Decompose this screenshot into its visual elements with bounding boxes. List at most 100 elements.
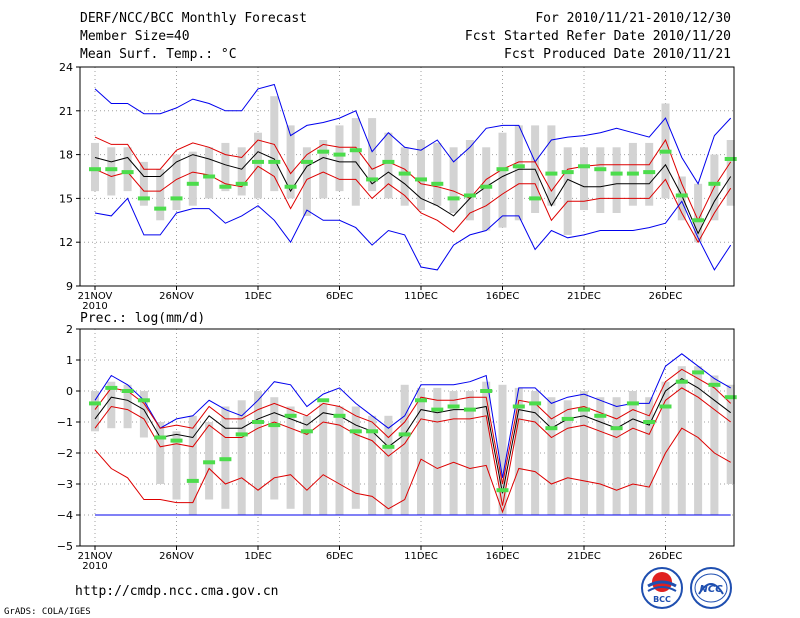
observed-marker (170, 196, 183, 201)
observed-marker (659, 149, 672, 154)
x-tick-label: 21DEC (567, 291, 601, 302)
observed-marker (105, 167, 118, 172)
observed-marker (252, 159, 264, 164)
y-tick-label: 2 (66, 323, 73, 336)
range-bar (286, 406, 295, 509)
range-bar (531, 391, 540, 515)
range-bar (563, 400, 572, 515)
observed-marker (431, 407, 444, 412)
observed-marker (496, 167, 509, 172)
series-line-mean (94, 151, 732, 235)
observed-marker (349, 148, 362, 153)
range-bar (123, 147, 132, 192)
x-tick-label: 26NOV (159, 291, 194, 302)
plot-frame (79, 66, 735, 287)
ncc-logo: NCC (690, 567, 732, 609)
observed-marker (561, 170, 574, 175)
range-bar (368, 415, 377, 515)
range-bar (498, 132, 507, 228)
y-tick-label: −3 (57, 478, 73, 491)
observed-marker (529, 401, 542, 406)
footer-url[interactable]: http://cmdp.ncc.cma.gov.cn (75, 584, 279, 599)
observed-marker (284, 184, 297, 189)
bcc-logo: BCC (641, 567, 683, 609)
observed-marker (349, 429, 362, 434)
range-bar (188, 415, 197, 515)
observed-marker (561, 416, 574, 421)
series-line-mean_minus_sd (94, 387, 732, 506)
observed-marker (675, 193, 688, 198)
range-bar (172, 154, 181, 211)
x-tick-label: 16DEC (486, 291, 520, 302)
observed-marker (529, 196, 542, 201)
range-bar (498, 384, 507, 515)
y-tick-label: −2 (57, 447, 73, 460)
observed-marker (333, 152, 346, 157)
range-bar (400, 384, 409, 515)
observed-marker (626, 401, 639, 406)
observed-marker (692, 218, 705, 223)
observed-marker (89, 401, 101, 406)
y-tick-label: 0 (66, 385, 73, 398)
precip-title: Prec.: log(mm/d) (80, 311, 205, 326)
range-bar (547, 397, 556, 515)
observed-marker (578, 164, 590, 169)
observed-marker (268, 159, 281, 164)
range-bar (237, 147, 246, 196)
y-tick-label: 15 (59, 192, 73, 205)
observed-marker (105, 385, 118, 390)
range-bar (465, 391, 474, 515)
range-bar (302, 147, 311, 216)
observed-marker (398, 171, 411, 176)
x-tick-label: 21NOV (78, 551, 113, 562)
observed-marker (300, 159, 313, 164)
observed-marker (431, 181, 444, 186)
range-bar (270, 397, 279, 500)
range-bar (139, 161, 148, 206)
observed-marker (121, 170, 134, 175)
range-bar (465, 140, 474, 221)
observed-marker (708, 181, 721, 186)
range-bar (726, 140, 735, 206)
series-line-max (94, 83, 732, 185)
observed-marker (512, 164, 525, 169)
observed-marker (333, 413, 346, 418)
y-tick-label: 12 (59, 236, 73, 249)
observed-marker (545, 426, 558, 431)
observed-marker (692, 370, 705, 375)
observed-marker (512, 404, 525, 409)
range-bar (580, 147, 588, 211)
observed-marker (480, 389, 493, 393)
range-bar (645, 142, 654, 206)
header-member-size: Member Size=40 (80, 29, 190, 44)
range-bar (677, 366, 686, 515)
range-bar (449, 147, 458, 213)
range-bar (286, 125, 295, 199)
observed-marker (610, 171, 623, 176)
observed-marker (186, 478, 199, 483)
ncc-logo-text: NCC (699, 584, 723, 595)
range-bar (677, 176, 686, 221)
observed-marker (366, 177, 379, 182)
series-line-mean_plus_sd (94, 368, 732, 485)
range-bar (694, 366, 703, 515)
range-bar (107, 147, 116, 196)
observed-marker (643, 420, 656, 424)
range-bar (645, 397, 654, 515)
range-bar (433, 142, 442, 206)
range-bar (139, 391, 148, 438)
observed-marker (594, 167, 607, 172)
x-tick-label: 21NOV (78, 291, 113, 302)
observed-marker (89, 167, 101, 172)
observed-marker (480, 184, 493, 189)
range-bar (433, 387, 442, 515)
range-bar (254, 132, 262, 199)
y-tick-label: 9 (66, 280, 73, 293)
range-bar (694, 183, 703, 243)
observed-marker (447, 196, 460, 201)
range-bar (351, 406, 360, 509)
observed-marker (219, 184, 232, 189)
y-tick-label: 1 (66, 354, 73, 367)
